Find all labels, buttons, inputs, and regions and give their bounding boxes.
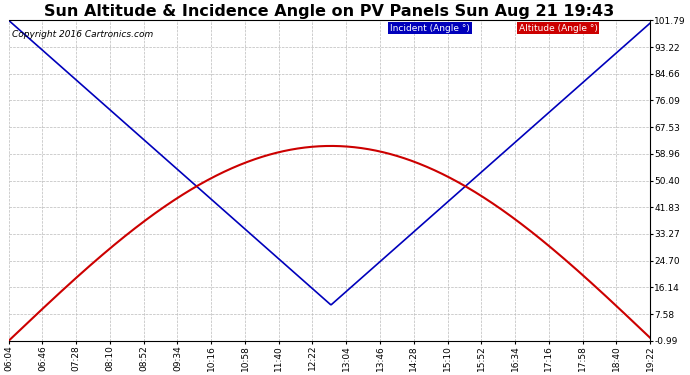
Text: Copyright 2016 Cartronics.com: Copyright 2016 Cartronics.com <box>12 30 153 39</box>
Title: Sun Altitude & Incidence Angle on PV Panels Sun Aug 21 19:43: Sun Altitude & Incidence Angle on PV Pan… <box>44 4 615 19</box>
Text: Altitude (Angle °): Altitude (Angle °) <box>519 24 598 33</box>
Text: Incident (Angle °): Incident (Angle °) <box>391 24 470 33</box>
